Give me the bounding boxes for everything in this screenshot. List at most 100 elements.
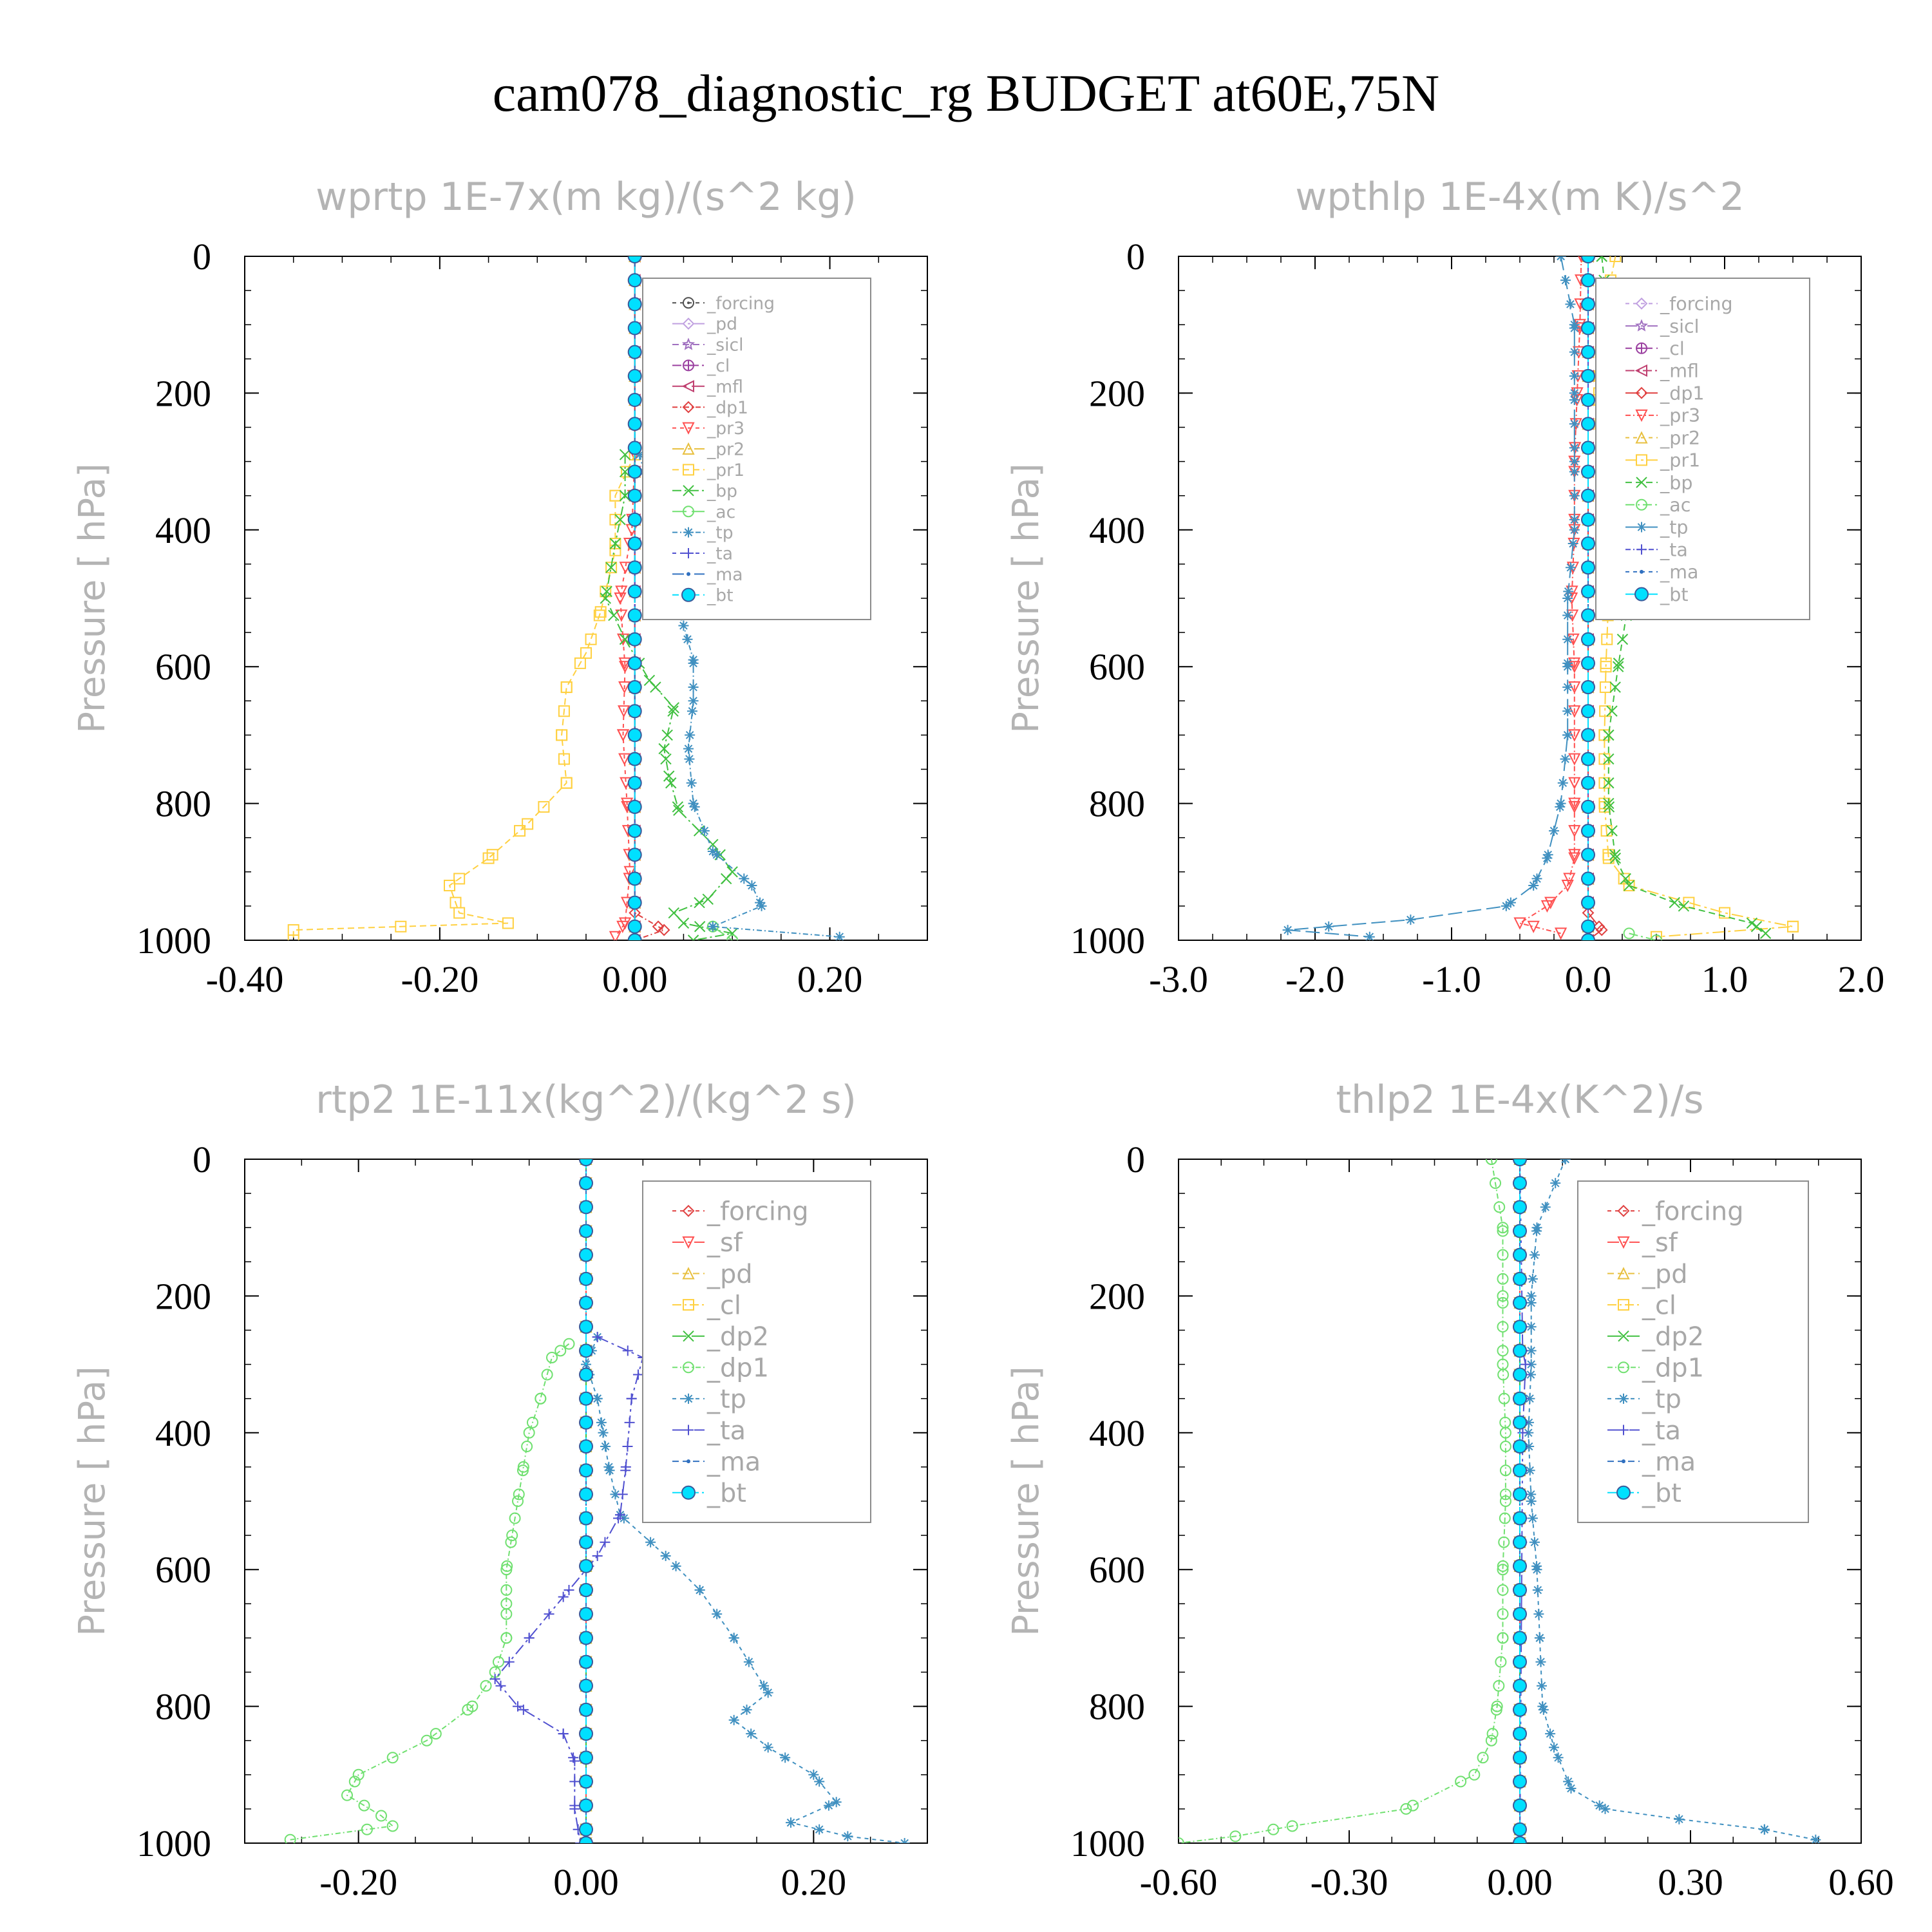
- data-point-tp: [603, 1461, 614, 1472]
- data-point-bt: [1513, 1654, 1527, 1669]
- data-point-bp: [1603, 729, 1615, 741]
- data-point-tp: [1538, 1704, 1549, 1715]
- legend-label-bp: _bp: [1660, 472, 1692, 493]
- data-point-bt: [1581, 728, 1595, 743]
- data-point-pr3: [618, 657, 631, 670]
- x-tick-label: 0.30: [1658, 1861, 1723, 1903]
- data-point-bt: [627, 488, 642, 503]
- legend-marker-cl: [683, 359, 694, 372]
- data-point-tp: [660, 1550, 671, 1561]
- data-point-bp: [1606, 705, 1618, 717]
- data-point-bt: [1513, 1439, 1527, 1454]
- series-line-pr3: [614, 454, 636, 938]
- data-point-dp1: [1477, 1752, 1489, 1764]
- data-point-dp1: [1499, 1512, 1511, 1524]
- data-point-bp: [667, 705, 679, 717]
- data-point-pr3: [617, 705, 630, 718]
- data-point-dp1: [1495, 1656, 1507, 1668]
- data-point-tp: [1563, 1776, 1574, 1787]
- y-tick-label: 400: [155, 1412, 211, 1454]
- data-point-dp1: [500, 1584, 513, 1596]
- data-point-bt: [1581, 256, 1595, 263]
- data-point-bp: [1609, 849, 1621, 860]
- x-tick-label: 0.00: [1487, 1861, 1553, 1903]
- legend-marker-ac: [683, 506, 694, 518]
- legend-label-forcing: _forcing: [706, 1197, 809, 1227]
- data-point-bp: [619, 466, 631, 478]
- legend-marker-pd: [682, 1267, 695, 1280]
- data-point-bt: [579, 1176, 593, 1191]
- data-point-ta: [624, 1417, 635, 1428]
- legend-marker-ta: [1636, 544, 1647, 555]
- data-point-ta: [569, 1776, 580, 1787]
- data-point-tp: [756, 900, 767, 911]
- x-tick-label: 1.0: [1701, 958, 1748, 1000]
- data-point-bt: [579, 1271, 593, 1286]
- data-point-bt: [627, 608, 642, 623]
- series-line-pr1: [1598, 256, 1794, 938]
- data-point-pr3: [1513, 917, 1526, 930]
- legend-marker-cl: [1636, 342, 1647, 354]
- data-point-pr3: [1568, 753, 1581, 766]
- data-point-bt: [627, 464, 642, 479]
- data-point-bp: [658, 743, 670, 755]
- data-point-pr3: [616, 920, 629, 933]
- data-point-bt: [579, 1320, 593, 1334]
- data-point-bp: [693, 825, 705, 837]
- series-line-pr1: [292, 454, 636, 940]
- y-axis-label: Pressure [ hPa]: [71, 463, 113, 733]
- data-point-tp: [1562, 682, 1573, 693]
- legend-marker-pr3: [1635, 409, 1648, 422]
- legend-label-dp2: _dp2: [706, 1322, 769, 1352]
- data-point-pr3: [1563, 873, 1576, 886]
- data-point-tp: [1562, 706, 1573, 717]
- legend-marker-ma: [1640, 569, 1643, 574]
- data-point-tp: [1562, 610, 1573, 621]
- data-point-bt: [1513, 1678, 1527, 1693]
- data-point-dp1: [1497, 1297, 1509, 1309]
- x-tick-label: -0.60: [1140, 1861, 1218, 1903]
- data-point-pr1: [609, 489, 621, 502]
- data-point-bt: [579, 1487, 593, 1502]
- y-tick-label: 600: [155, 646, 211, 688]
- data-point-tp: [755, 897, 766, 908]
- data-point-dp1: [1497, 1584, 1509, 1596]
- data-point-tp: [707, 921, 718, 932]
- data-point-tp: [1560, 275, 1571, 286]
- data-point-tp: [1567, 538, 1578, 549]
- legend-marker-forcing: [1635, 297, 1648, 310]
- data-point-dp1: [1229, 1830, 1242, 1842]
- x-tick-label: -0.40: [206, 958, 284, 1000]
- y-axis-label: Pressure [ hPa]: [1005, 463, 1047, 733]
- data-point-tp: [1557, 777, 1568, 788]
- data-point-pr3: [1568, 849, 1581, 862]
- y-tick-label: 1000: [1070, 920, 1145, 961]
- data-point-dp1: [500, 1632, 513, 1644]
- data-point-bt: [1581, 464, 1595, 479]
- data-point-pr1: [560, 681, 573, 694]
- data-point-pr1: [444, 880, 455, 892]
- data-point-dp1: [1497, 1345, 1509, 1357]
- data-point-tp: [688, 682, 699, 693]
- data-point-tp: [645, 1537, 656, 1548]
- data-point-tp: [1569, 395, 1580, 406]
- data-point-bt: [579, 1247, 593, 1262]
- data-point-pr3: [623, 866, 636, 879]
- data-point-tp: [823, 1800, 834, 1811]
- legend-marker-forcing: [683, 297, 694, 309]
- series-line-tp: [1287, 256, 1575, 938]
- data-point-bt: [1581, 321, 1595, 336]
- data-point-bp: [609, 538, 621, 549]
- data-point-pr1: [482, 852, 495, 864]
- legend-marker-tp: [1636, 522, 1647, 533]
- x-tick-label: 0.60: [1828, 1861, 1894, 1903]
- data-point-tp: [699, 826, 710, 837]
- data-point-bt: [1513, 1247, 1527, 1262]
- data-point-ta: [558, 1728, 569, 1739]
- data-point-ac: [726, 934, 739, 940]
- data-point-pr1: [556, 729, 568, 741]
- x-tick-label: -2.0: [1285, 958, 1345, 1000]
- data-point-tp: [1810, 1834, 1821, 1843]
- legend-label-ac: _ac: [1660, 495, 1690, 516]
- legend-marker-dp1: [683, 1361, 694, 1374]
